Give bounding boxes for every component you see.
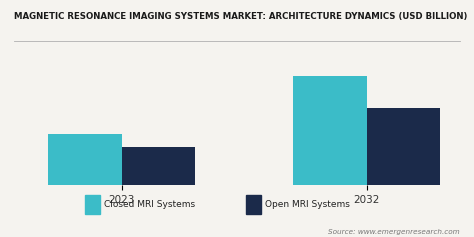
Bar [367, 108, 440, 185]
Bar [293, 76, 367, 185]
Bar [121, 147, 195, 185]
Text: MAGNETIC RESONANCE IMAGING SYSTEMS MARKET: ARCHITECTURE DYNAMICS (USD BILLION): MAGNETIC RESONANCE IMAGING SYSTEMS MARKE… [14, 12, 467, 21]
Bar [85, 195, 100, 214]
Text: Source: www.emergenresearch.com: Source: www.emergenresearch.com [328, 229, 460, 235]
Bar [48, 134, 121, 185]
Bar [246, 195, 261, 214]
Text: Open MRI Systems: Open MRI Systems [265, 200, 350, 209]
Text: Closed MRI Systems: Closed MRI Systems [104, 200, 195, 209]
